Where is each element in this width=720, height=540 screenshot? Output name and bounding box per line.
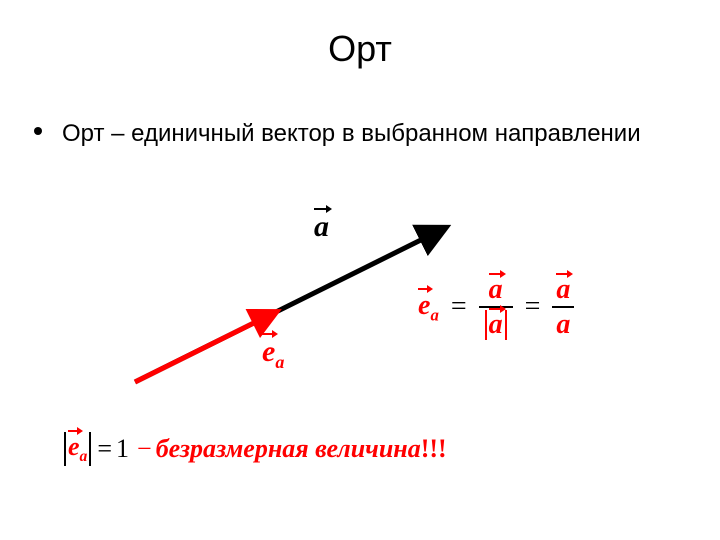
unit-vector-formula: ea = a a = a a	[418, 275, 574, 340]
label-unit-vector-e: ea	[262, 335, 284, 373]
page-title: Орт	[0, 0, 720, 70]
bullet-icon	[34, 127, 42, 135]
magnitude-statement: ea = 1 − безразмерная величина !!!	[62, 432, 447, 466]
label-vector-a: a	[314, 210, 329, 244]
main-vector-arrow	[135, 228, 445, 382]
definition-text: Орт – единичный вектор в выбранном напра…	[62, 118, 641, 150]
unit-vector-arrow	[135, 312, 276, 382]
